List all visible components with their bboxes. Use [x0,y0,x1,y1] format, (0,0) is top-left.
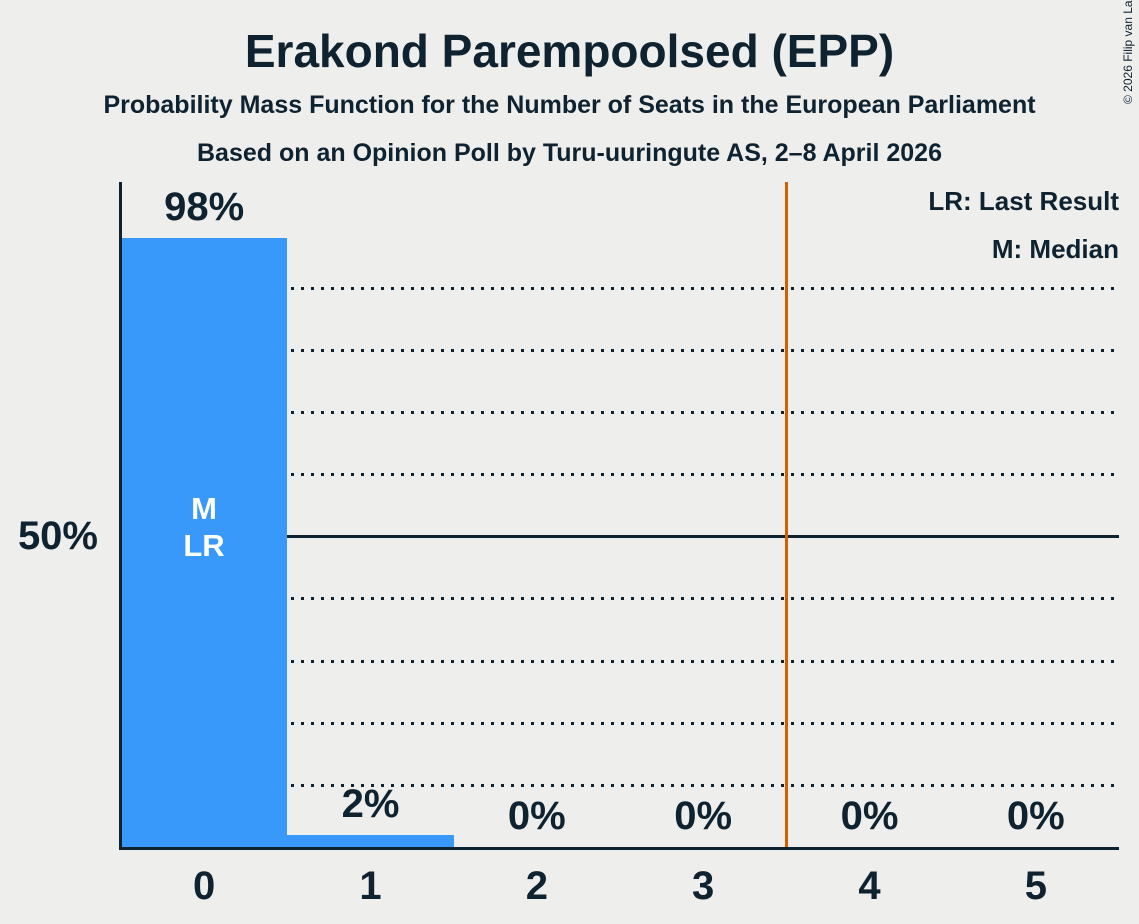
gridline-40pct [121,597,1119,601]
median-marker: M [191,491,217,526]
fifty-percent-line [121,535,1119,538]
y-axis-line [119,182,122,850]
y-axis-tick-label: 50% [17,514,98,558]
legend-last-result: LR: Last Result [928,186,1119,216]
legend-median: M: Median [991,234,1119,264]
bar-value-label-1: 2% [341,781,400,826]
x-tick-label-4: 4 [858,864,881,908]
bar-value-label-0: 98% [164,185,245,230]
bar-annotation: M LR [121,490,287,564]
x-tick-label-3: 3 [692,864,715,908]
bar-value-label-2: 0% [507,794,566,838]
gridline-10pct [121,783,1119,787]
chart-subtitle: Probability Mass Function for the Number… [103,91,1036,119]
bar-value-label-4: 0% [840,794,899,838]
gridline-70pct [121,411,1119,415]
last-result-marker: LR [183,528,225,563]
gridline-20pct [121,721,1119,725]
bar-seats-0 [121,238,288,847]
x-tick-label-2: 2 [525,864,548,908]
gridline-60pct [121,473,1119,477]
x-axis-line [119,847,1119,850]
copyright-text: © 2026 Filip van Laenen [1121,0,1135,104]
x-tick-label-0: 0 [193,864,216,908]
page-title: Erakond Parempoolsed (EPP) [244,25,895,77]
bar-value-label-3: 0% [674,794,733,838]
gridline-80pct [121,348,1119,352]
gridline-90pct [121,286,1119,290]
bar-value-label-5: 0% [1006,794,1065,838]
bar-seats-1 [287,834,454,847]
majority-threshold-line [785,182,788,847]
x-tick-label-5: 5 [1024,864,1047,908]
x-tick-label-1: 1 [359,864,382,908]
gridline-30pct [121,659,1119,663]
chart-poll-source: Based on an Opinion Poll by Turu-uuringu… [196,139,942,167]
